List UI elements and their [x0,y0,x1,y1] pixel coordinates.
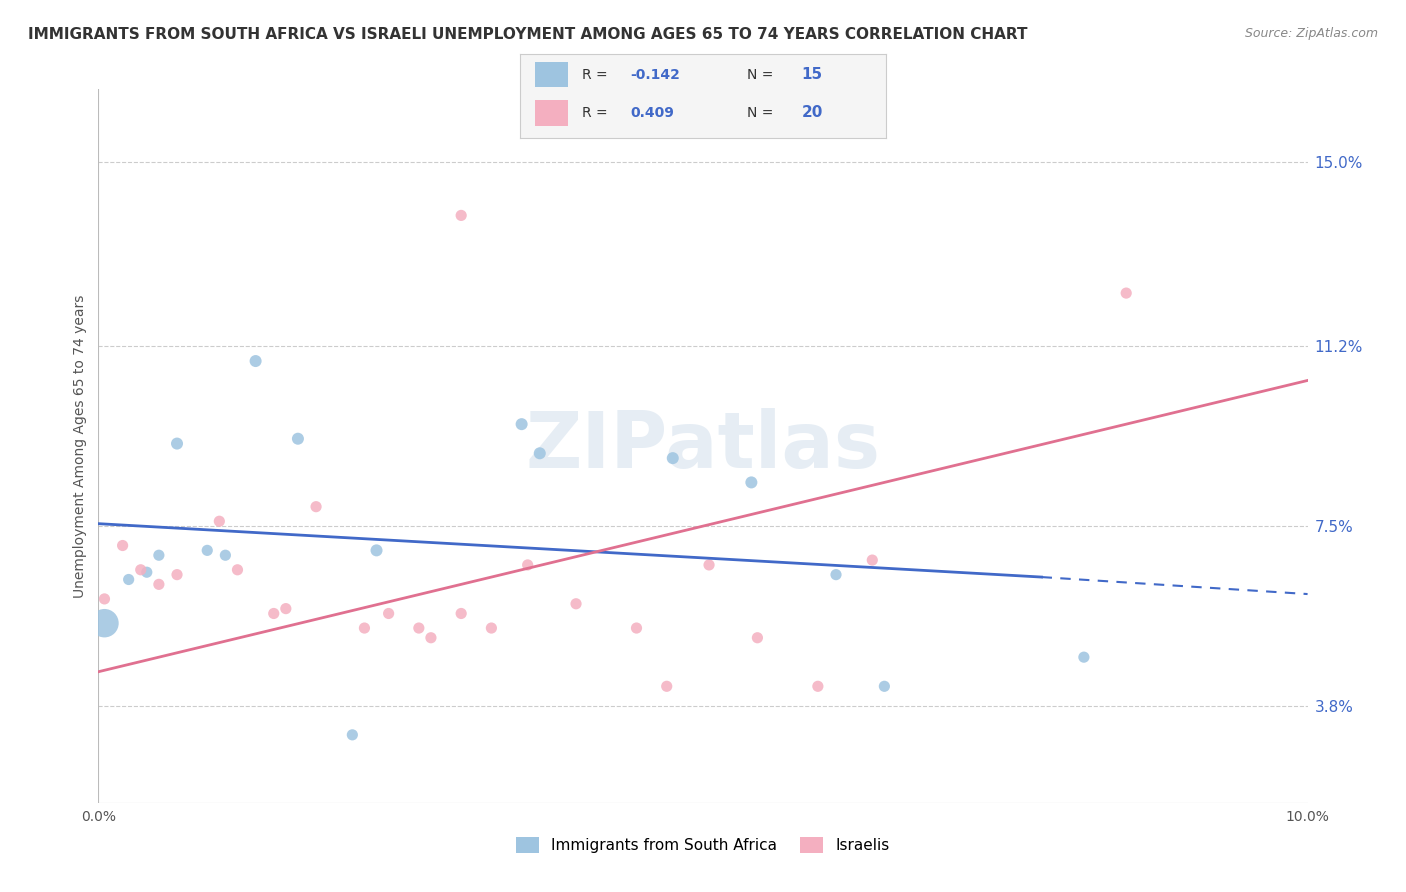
Text: N =: N = [747,68,778,82]
Point [873,679,896,693]
Point [226,563,249,577]
Point [366,543,388,558]
Text: 20: 20 [801,105,823,120]
Point [245,354,267,368]
Point [510,417,533,432]
Point [661,451,683,466]
Point [516,558,538,572]
Point [740,475,762,490]
Point [655,679,678,693]
Point [111,539,134,553]
Point [420,631,443,645]
Point [450,208,472,222]
Point [195,543,218,558]
Point [565,597,588,611]
Point [93,616,115,631]
Text: 0.409: 0.409 [630,106,673,120]
Point [450,607,472,621]
Point [697,558,720,572]
Point [860,553,883,567]
Point [529,446,551,460]
Point [747,631,769,645]
Point [214,548,236,562]
Point [481,621,503,635]
Point [93,591,115,606]
Text: Source: ZipAtlas.com: Source: ZipAtlas.com [1244,27,1378,40]
Point [408,621,430,635]
Point [148,577,170,591]
Text: -0.142: -0.142 [630,68,679,82]
Point [353,621,375,635]
Point [305,500,328,514]
Point [825,567,848,582]
FancyBboxPatch shape [534,62,568,87]
Point [377,607,399,621]
Text: IMMIGRANTS FROM SOUTH AFRICA VS ISRAELI UNEMPLOYMENT AMONG AGES 65 TO 74 YEARS C: IMMIGRANTS FROM SOUTH AFRICA VS ISRAELI … [28,27,1028,42]
Point [807,679,830,693]
Point [626,621,648,635]
Point [1073,650,1095,665]
Point [135,565,157,579]
Text: R =: R = [582,106,613,120]
Text: N =: N = [747,106,778,120]
Y-axis label: Unemployment Among Ages 65 to 74 years: Unemployment Among Ages 65 to 74 years [73,294,87,598]
Text: 15: 15 [801,67,823,82]
Text: R =: R = [582,68,613,82]
Point [118,573,141,587]
Text: ZIPatlas: ZIPatlas [526,408,880,484]
Point [342,728,364,742]
Point [166,567,188,582]
Point [129,563,152,577]
Point [148,548,170,562]
FancyBboxPatch shape [534,100,568,126]
Point [1115,286,1137,301]
Point [274,601,297,615]
Point [166,436,188,450]
Point [287,432,309,446]
Point [208,514,231,528]
Legend: Immigrants from South Africa, Israelis: Immigrants from South Africa, Israelis [510,831,896,859]
Point [263,607,285,621]
